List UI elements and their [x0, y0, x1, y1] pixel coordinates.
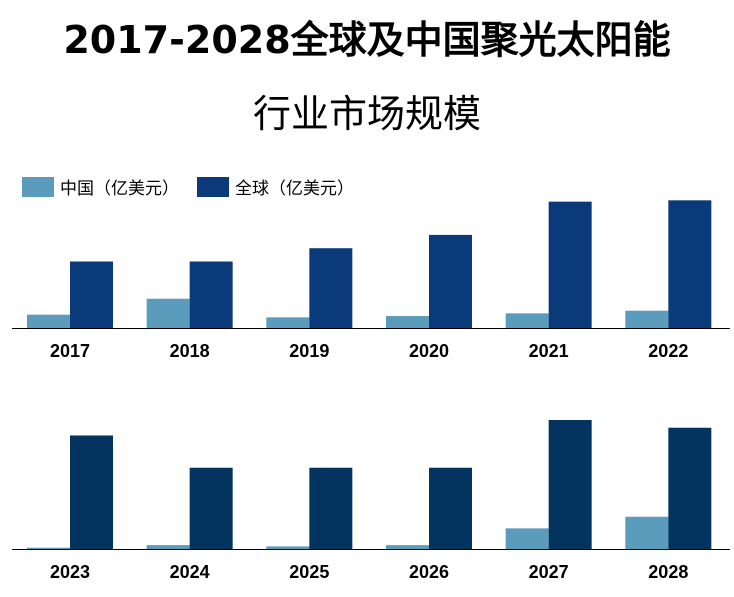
bar-china-2018 — [146, 298, 190, 328]
bar-china-2020 — [386, 316, 429, 328]
legend: 中国（亿美元） 全球（亿美元） — [22, 174, 372, 199]
bar-china-2017 — [27, 314, 70, 328]
bar-panel-1: 2017 2018 2019 2020 2021 2022 — [12, 200, 730, 361]
bar-china-2025 — [266, 546, 310, 549]
bar-global-2027 — [548, 420, 592, 549]
x-tick-label-2022: 2022 — [648, 341, 688, 361]
x-tick-label-2025: 2025 — [289, 562, 329, 582]
bar-china-2027 — [505, 528, 549, 549]
bar-global-2018 — [189, 261, 233, 328]
bar-china-2023 — [27, 547, 70, 549]
chart-title-line2: 行业市场规模 — [252, 92, 481, 136]
x-tick-label-2017: 2017 — [50, 341, 90, 361]
bar-global-2023 — [70, 435, 113, 549]
bar-china-2021 — [505, 313, 549, 328]
bar-global-2022 — [668, 200, 712, 328]
bar-global-2020 — [429, 234, 472, 328]
bar-china-2026 — [386, 545, 429, 549]
bar-china-2019 — [266, 317, 310, 328]
bar-global-2021 — [548, 201, 592, 328]
x-tick-label-2024: 2024 — [170, 562, 210, 582]
x-tick-label-2023: 2023 — [50, 562, 90, 582]
legend-swatch-global — [197, 176, 229, 197]
bar-china-2028 — [625, 516, 669, 549]
bar-china-2022 — [625, 310, 669, 328]
x-tick-label-2027: 2027 — [529, 562, 569, 582]
bar-panel-2: 2023 2024 2025 2026 2027 2028 — [12, 420, 730, 582]
bar-global-2028 — [668, 427, 712, 549]
x-tick-label-2021: 2021 — [529, 341, 569, 361]
legend-item-china: 中国（亿美元） — [22, 174, 179, 199]
x-tick-label-2019: 2019 — [289, 341, 329, 361]
x-tick-label-2026: 2026 — [409, 562, 449, 582]
legend-item-global: 全球（亿美元） — [197, 174, 354, 199]
bar-china-2024 — [146, 545, 190, 549]
x-tick-label-2018: 2018 — [170, 341, 210, 361]
bar-global-2019 — [309, 248, 353, 328]
bar-global-2026 — [429, 467, 472, 549]
bar-global-2017 — [70, 261, 113, 328]
legend-swatch-china — [22, 176, 54, 197]
bar-global-2025 — [309, 467, 353, 549]
legend-label-global: 全球（亿美元） — [235, 179, 354, 199]
bar-global-2024 — [189, 467, 233, 549]
legend-label-china: 中国（亿美元） — [60, 179, 179, 199]
x-tick-label-2028: 2028 — [648, 562, 688, 582]
x-tick-label-2020: 2020 — [409, 341, 449, 361]
chart-title-line1: 2017-2028全球及中国聚光太阳能 — [63, 18, 671, 62]
